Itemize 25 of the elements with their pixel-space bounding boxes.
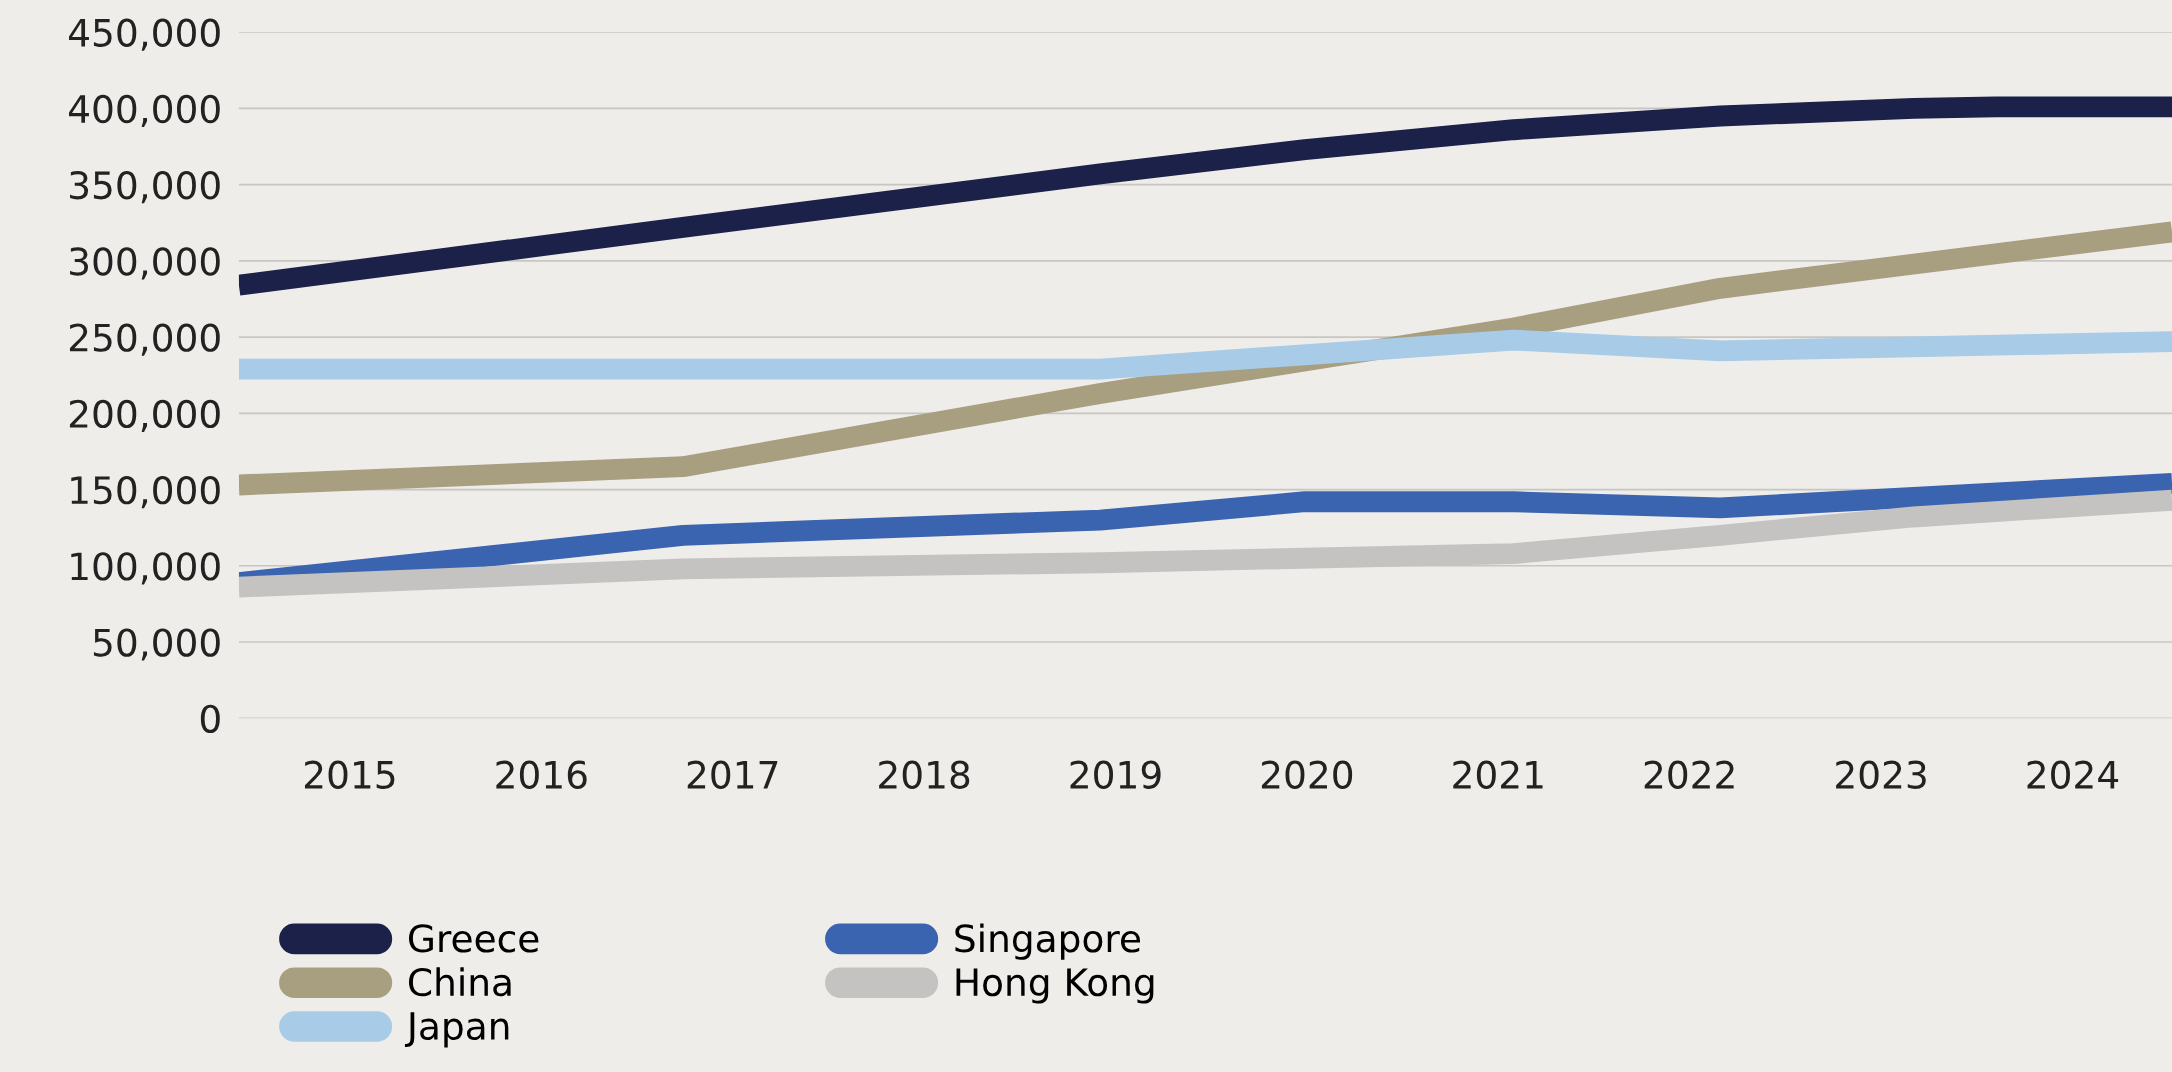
y-tick-label: 50,000 — [93, 628, 220, 661]
legend-label: Hong Kong — [956, 968, 1154, 1004]
y-tick-label: 250,000 — [69, 323, 220, 356]
x-tick-label: 2019 — [1070, 760, 1161, 789]
x-tick-label: 2023 — [1836, 760, 1926, 789]
y-tick-label: 0 — [200, 704, 220, 734]
y-tick-label: 300,000 — [70, 247, 220, 280]
x-tick-label: 2022 — [1644, 760, 1734, 789]
x-tick-label: 2016 — [496, 760, 587, 789]
x-tick-label: 2020 — [1261, 760, 1353, 789]
x-tick-label: 2018 — [879, 760, 970, 789]
y-tick-label: 350,000 — [70, 171, 220, 204]
x-tick-label: 2021 — [1453, 760, 1543, 789]
x-tick-label: 2024 — [2027, 760, 2119, 789]
legend-label: Singapore — [955, 923, 1141, 960]
x-tick-label: 2017 — [687, 760, 778, 789]
legend-label: Japan — [404, 1012, 509, 1048]
legend-label: China — [408, 967, 511, 997]
y-tick-label: 400,000 — [69, 94, 220, 127]
y-tick-label: 100,000 — [71, 552, 220, 585]
legend-label: Greece — [408, 924, 539, 953]
y-tick-label: 200,000 — [69, 399, 220, 432]
y-tick-label: 450,000 — [69, 18, 220, 51]
y-tick-label: 150,000 — [71, 475, 220, 509]
x-tick-label: 2015 — [304, 760, 395, 789]
